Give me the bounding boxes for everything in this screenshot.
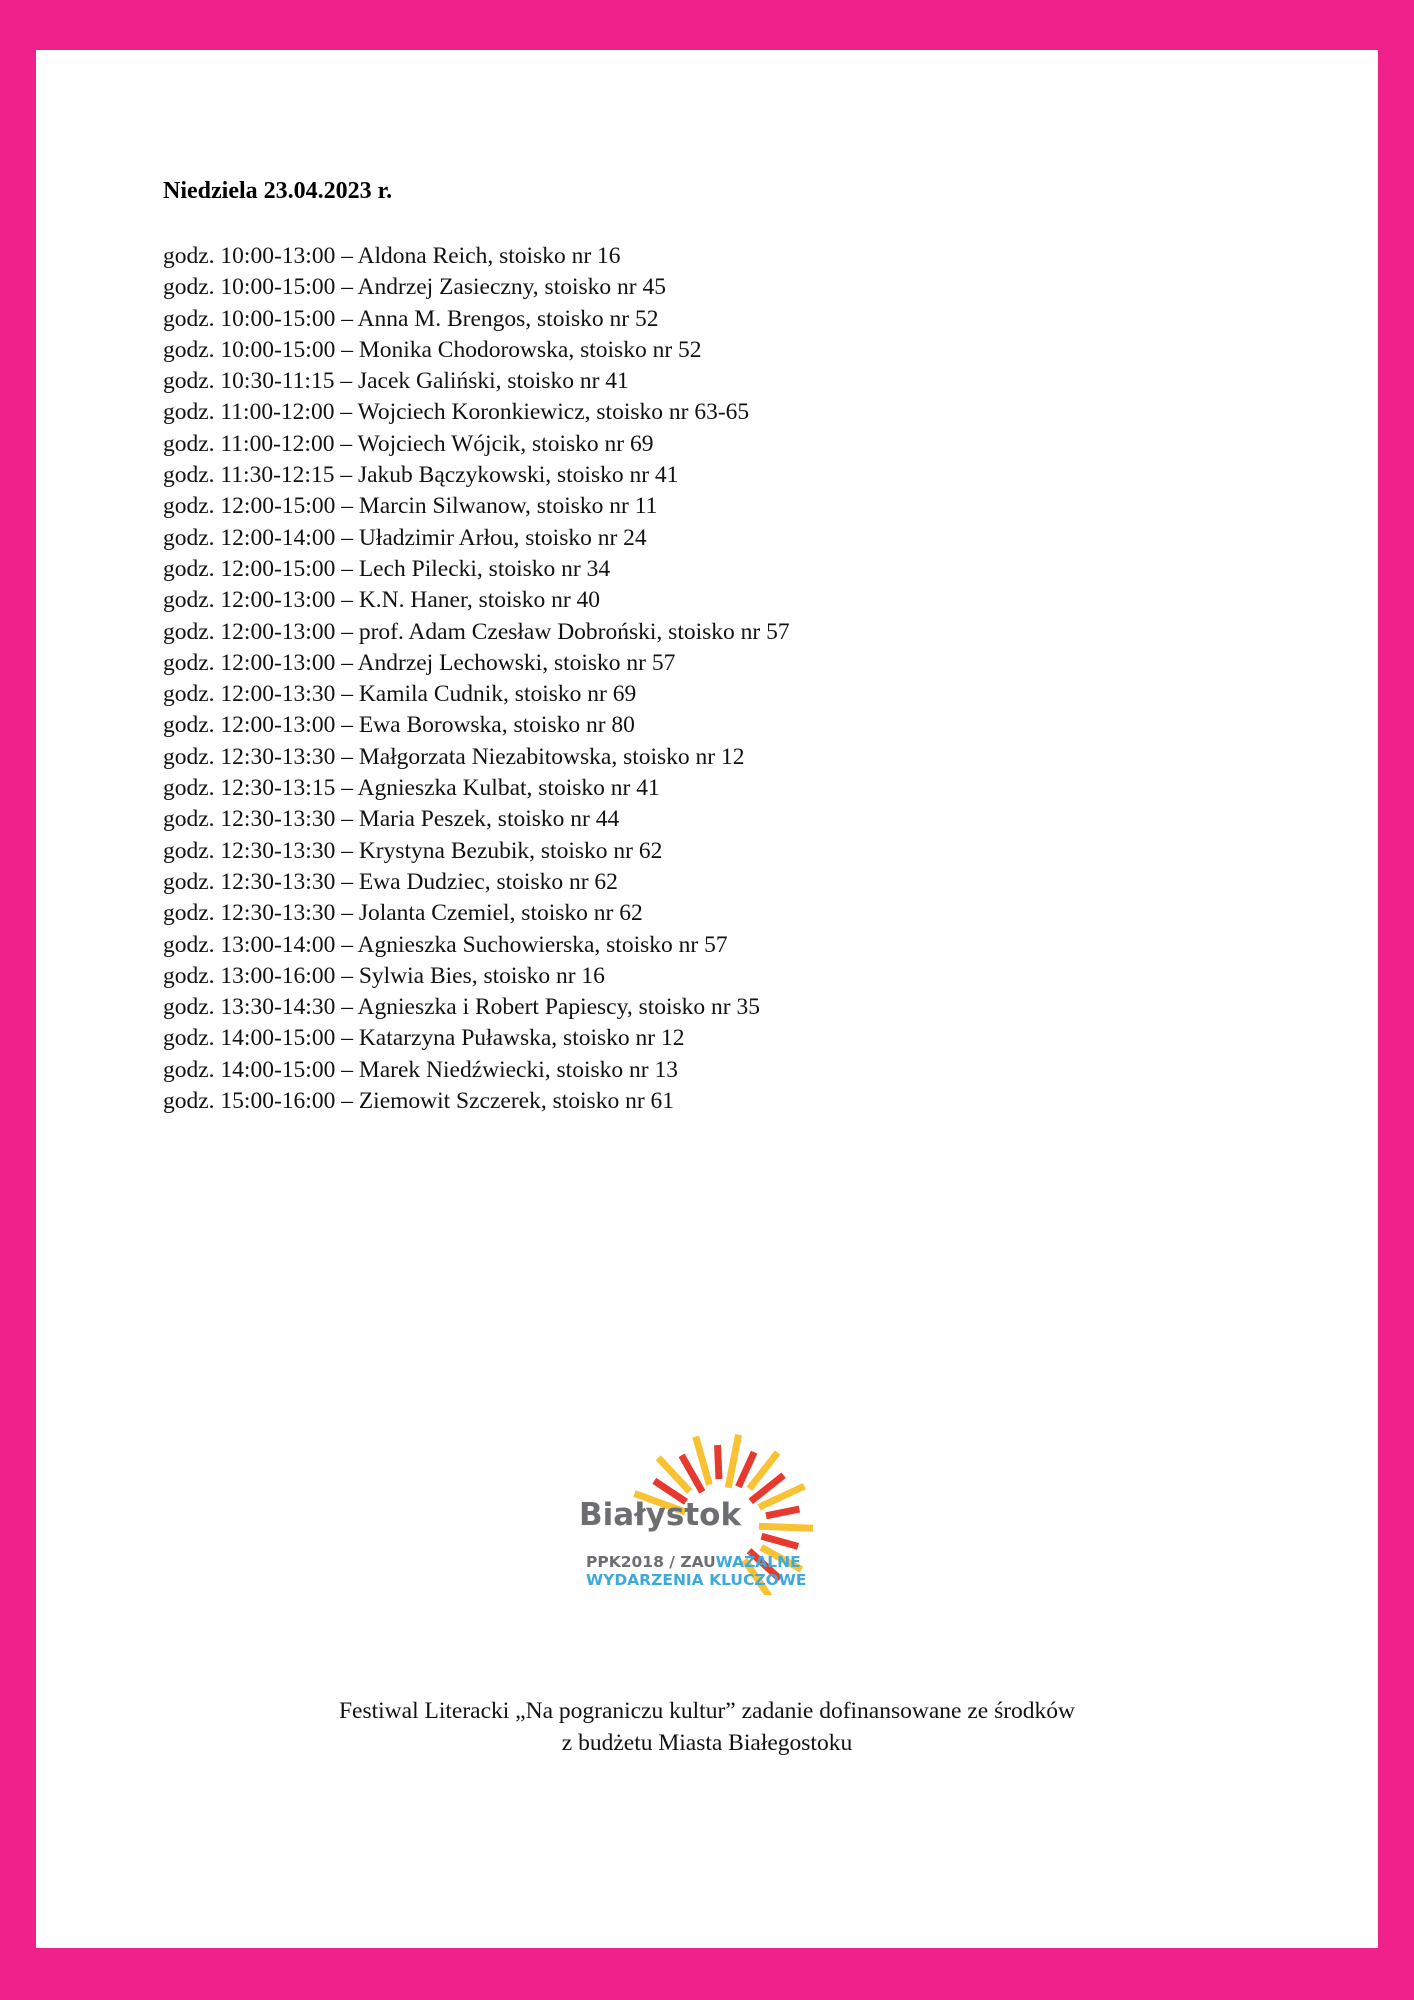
event-item: godz. 12:30-13:30 – Małgorzata Niezabito… bbox=[163, 743, 745, 770]
logo-line2: WYDARZENIA KLUCZOWE bbox=[586, 1571, 806, 1589]
event-item: godz. 12:30-13:15 – Agnieszka Kulbat, st… bbox=[163, 775, 660, 802]
sun-ray bbox=[633, 1490, 687, 1516]
sun-ray bbox=[765, 1505, 801, 1520]
logo-line1: PPK2018 / ZAUWAŻALNE bbox=[586, 1552, 801, 1571]
sun-ray bbox=[757, 1482, 806, 1511]
event-item: godz. 12:00-15:00 – Marcin Silwanow, sto… bbox=[163, 493, 658, 520]
sun-ray bbox=[748, 1472, 786, 1505]
page-heading: Niedziela 23.04.2023 r. bbox=[163, 178, 393, 204]
event-item: godz. 12:00-15:00 – Lech Pilecki, stoisk… bbox=[163, 555, 611, 582]
sun-rays-icon bbox=[633, 1434, 814, 1595]
event-item: godz. 13:30-14:30 – Agnieszka i Robert P… bbox=[163, 994, 761, 1021]
event-item: godz. 12:30-13:30 – Krystyna Bezubik, st… bbox=[163, 837, 663, 864]
sun-ray bbox=[735, 1450, 758, 1489]
event-item: godz. 11:00-12:00 – Wojciech Wójcik, sto… bbox=[163, 430, 654, 457]
sun-ray bbox=[760, 1532, 800, 1550]
event-item: godz. 10:00-15:00 – Anna M. Brengos, sto… bbox=[163, 305, 659, 332]
sun-ray bbox=[746, 1450, 781, 1491]
event-list: godz. 10:00-13:00 – Aldona Reich, stoisk… bbox=[163, 241, 790, 1117]
event-item: godz. 12:30-13:30 – Ewa Dudziec, stoisko… bbox=[163, 868, 618, 895]
sun-ray bbox=[652, 1477, 688, 1505]
event-item: godz. 12:30-13:30 – Jolanta Czemiel, sto… bbox=[163, 900, 643, 927]
sun-ray bbox=[678, 1453, 706, 1494]
event-item: godz. 12:30-13:30 – Maria Peszek, stoisk… bbox=[163, 806, 620, 833]
sun-ray bbox=[692, 1435, 713, 1486]
event-item: godz. 14:00-15:00 – Katarzyna Puławska, … bbox=[163, 1025, 685, 1052]
sun-ray bbox=[714, 1444, 723, 1480]
event-item: godz. 13:00-14:00 – Agnieszka Suchowiers… bbox=[163, 931, 728, 958]
event-item: godz. 10:30-11:15 – Jacek Galiński, stoi… bbox=[163, 368, 629, 395]
sun-ray bbox=[724, 1434, 742, 1489]
event-item: godz. 12:00-13:00 – K.N. Haner, stoisko … bbox=[163, 587, 601, 614]
bialystok-logo: Białystok PPK2018 / ZAUWAŻALNE WYDARZENI… bbox=[579, 1434, 814, 1595]
event-item: godz. 12:00-13:00 – Andrzej Lechowski, s… bbox=[163, 649, 676, 676]
sun-ray bbox=[746, 1548, 783, 1582]
event-item: godz. 12:00-13:00 – Ewa Borowska, stoisk… bbox=[163, 712, 635, 739]
event-item: godz. 10:00-15:00 – Monika Chodorowska, … bbox=[163, 336, 702, 363]
sun-ray bbox=[655, 1455, 693, 1494]
footer-note: Festiwal Literacki „Na pograniczu kultur… bbox=[36, 1695, 1378, 1759]
event-item: godz. 11:30-12:15 – Jakub Bączykowski, s… bbox=[163, 462, 679, 489]
event-item: godz. 10:00-15:00 – Andrzej Zasieczny, s… bbox=[163, 274, 666, 301]
event-item: godz. 15:00-16:00 – Ziemowit Szczerek, s… bbox=[163, 1088, 675, 1115]
logo-city: Białystok bbox=[579, 1497, 742, 1533]
sun-ray bbox=[758, 1522, 814, 1532]
document-page: Niedziela 23.04.2023 r. godz. 10:00-13:0… bbox=[36, 50, 1378, 1948]
sun-ray bbox=[759, 1544, 804, 1573]
event-item: godz. 12:00-13:00 – prof. Adam Czesław D… bbox=[163, 618, 790, 645]
footer-line-1: Festiwal Literacki „Na pograniczu kultur… bbox=[338, 1698, 1076, 1724]
event-item: godz. 12:00-13:30 – Kamila Cudnik, stois… bbox=[163, 681, 637, 708]
footer-line-2: z budżetu Miasta Białegostoku bbox=[561, 1730, 853, 1756]
sun-ray bbox=[741, 1557, 773, 1595]
event-item: godz. 10:00-13:00 – Aldona Reich, stoisk… bbox=[163, 243, 621, 269]
event-item: godz. 11:00-12:00 – Wojciech Koronkiewic… bbox=[163, 399, 750, 426]
event-item: godz. 14:00-15:00 – Marek Niedźwiecki, s… bbox=[163, 1056, 678, 1083]
event-item: godz. 12:00-14:00 – Uładzimir Arłou, sto… bbox=[163, 524, 647, 551]
event-item: godz. 13:00-16:00 – Sylwia Bies, stoisko… bbox=[163, 962, 605, 989]
